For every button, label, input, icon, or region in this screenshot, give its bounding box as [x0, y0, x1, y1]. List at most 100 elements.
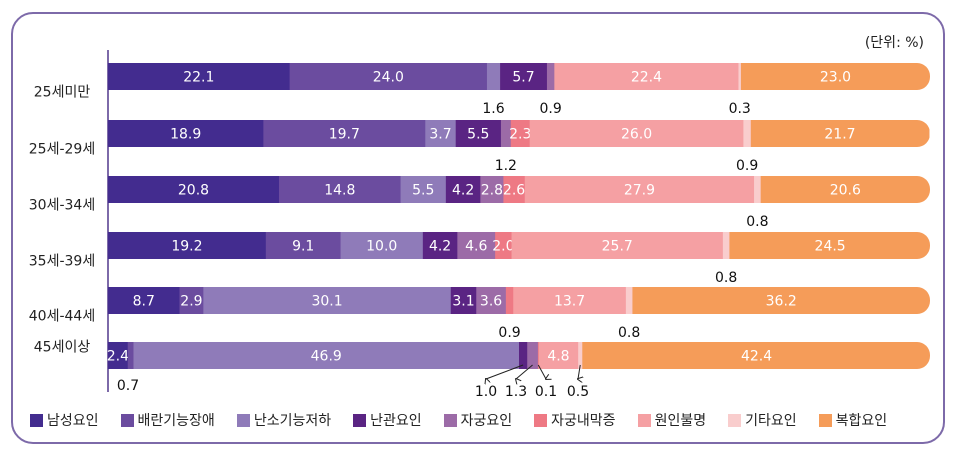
bar-segment — [750, 120, 930, 147]
category-label: 35세-39세 — [29, 254, 95, 270]
bar-row: 2.4 46.9 4.8 42.4 0.7 1.0 1.3 0.1 0.5 — [107, 342, 930, 400]
bar-segment — [582, 342, 930, 369]
bar-segment — [455, 120, 502, 147]
data-label: 25.7 — [602, 239, 633, 255]
bar-row: 19.2 9.1 10.0 4.2 4.6 2.0 25.7 24.5 0.8 — [108, 232, 930, 286]
data-label: 10.0 — [366, 239, 397, 255]
bar-segment — [513, 287, 627, 314]
data-label: 5.5 — [467, 127, 489, 143]
bar-segment — [480, 176, 504, 203]
data-label: 0.8 — [715, 270, 737, 286]
category-label: 25세-29세 — [29, 142, 95, 158]
bar-segment — [625, 287, 633, 314]
data-label: 46.9 — [311, 349, 342, 365]
data-label: 3.1 — [452, 294, 474, 310]
legend-label: 배란기능장애 — [137, 413, 215, 429]
bar-segment — [511, 232, 724, 259]
bar-segment — [476, 287, 507, 314]
bar-segment — [422, 232, 458, 259]
bar-segment — [519, 342, 528, 369]
legend-label: 자궁요인 — [460, 413, 513, 429]
bar-segment — [400, 176, 447, 203]
data-label: 0.1 — [535, 384, 557, 400]
bar-segment — [127, 342, 134, 369]
bar-segment — [457, 232, 496, 259]
data-label: 4.6 — [465, 239, 487, 255]
data-label: 0.7 — [117, 378, 139, 394]
bar-row: 8.7 2.9 30.1 3.1 3.6 13.7 36.2 0.9 0.8 — [108, 287, 930, 341]
data-label: 1.0 — [475, 384, 497, 400]
bar-segment — [743, 120, 752, 147]
data-label: 24.5 — [815, 239, 846, 255]
data-label: 27.9 — [624, 183, 655, 199]
legend-swatch — [353, 413, 367, 427]
data-label: 3.6 — [480, 294, 502, 310]
legend-swatch — [637, 413, 651, 427]
chart-card — [11, 12, 945, 444]
legend-label: 남성요인 — [47, 413, 99, 429]
bar-segment — [510, 120, 530, 147]
legend-label: 복합요인 — [835, 413, 888, 429]
data-label: 22.4 — [631, 70, 662, 86]
data-label: 0.5 — [567, 384, 589, 400]
legend-label: 원인불명 — [654, 413, 707, 429]
bar-segment — [537, 342, 540, 369]
bar-segment — [524, 176, 755, 203]
data-label: 2.8 — [481, 183, 503, 199]
bar-segment — [722, 232, 730, 259]
data-label: 18.9 — [170, 127, 201, 143]
bar-row: 18.9 19.7 3.7 5.5 2.3 26.0 21.7 1.2 0.9 — [108, 120, 930, 174]
data-label: 9.1 — [292, 239, 314, 255]
legend-label: 기타요인 — [745, 413, 797, 429]
legend-item: 복합요인 — [818, 410, 888, 430]
bar-segment — [500, 120, 512, 147]
legend-label: 자궁내막증 — [551, 413, 616, 429]
bar-segment — [738, 63, 742, 90]
data-label: 0.9 — [736, 158, 758, 174]
bar-segment — [546, 63, 555, 90]
data-label: 0.3 — [729, 101, 751, 117]
bar-segment — [340, 232, 424, 259]
data-label: 19.2 — [171, 239, 202, 255]
legend-swatch — [120, 413, 134, 427]
bar-segment — [729, 232, 930, 259]
bar-segment — [278, 176, 401, 203]
bar-segment — [450, 287, 477, 314]
data-label: 4.2 — [429, 239, 451, 255]
legend-swatch — [728, 413, 742, 427]
data-label: 2.9 — [180, 294, 202, 310]
data-label: 0.8 — [746, 214, 768, 230]
data-label: 26.0 — [621, 127, 652, 143]
bar-segment — [108, 287, 180, 314]
bar-segment — [760, 176, 930, 203]
bar-segment — [289, 63, 488, 90]
data-label: 2.0 — [492, 239, 514, 255]
bar-segment — [108, 120, 264, 147]
legend-swatch — [30, 413, 43, 427]
category-label: 30세-34세 — [29, 198, 95, 214]
data-label: 4.2 — [452, 183, 474, 199]
bar-segment — [445, 176, 481, 203]
bar-segment — [179, 287, 204, 314]
bar-segment — [263, 120, 426, 147]
legend-swatch — [818, 413, 832, 427]
bar-segment — [495, 232, 512, 259]
data-label: 20.8 — [178, 183, 209, 199]
data-label: 0.8 — [618, 325, 640, 341]
leader-arrow — [537, 364, 546, 379]
bar-segment — [425, 120, 457, 147]
legend-item: 난관요인 — [353, 410, 422, 430]
data-label: 3.7 — [429, 127, 451, 143]
data-label: 0.9 — [540, 101, 562, 117]
data-label: 23.0 — [820, 70, 851, 86]
data-label: 22.1 — [183, 70, 214, 86]
bar-segment — [578, 342, 583, 369]
bar-segment — [740, 63, 930, 90]
unit-label: (단위: %) — [864, 35, 924, 51]
bar-segment — [527, 342, 539, 369]
leader-arrow — [486, 364, 524, 379]
data-label: 24.0 — [373, 70, 404, 86]
legend-swatch — [534, 413, 548, 427]
data-label: 5.5 — [412, 183, 434, 199]
legend-item: 남성요인 — [30, 410, 99, 430]
